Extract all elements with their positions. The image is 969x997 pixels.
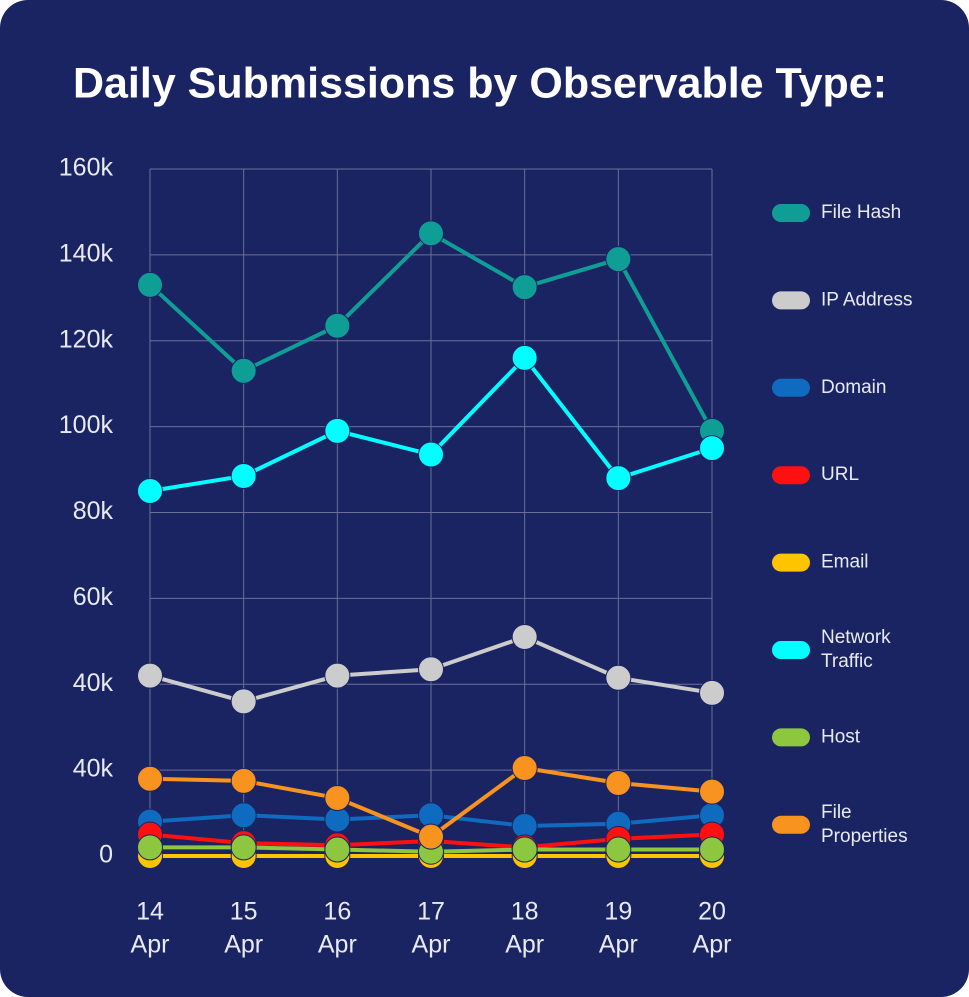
point xyxy=(418,656,444,683)
legend-swatch xyxy=(772,378,810,397)
point xyxy=(137,662,163,689)
y-tick-label: 80k xyxy=(73,497,114,525)
point xyxy=(324,312,351,339)
legend-swatch xyxy=(772,204,810,222)
x-tick-label: 14 Apr xyxy=(131,897,170,958)
x-tick-label: 15 Apr xyxy=(224,897,263,958)
point xyxy=(418,823,444,850)
legend-label: Email xyxy=(821,552,869,573)
legend-label: File Properties xyxy=(821,802,908,847)
point xyxy=(230,688,257,715)
point xyxy=(605,664,632,691)
y-tick-label: 40k xyxy=(73,669,114,697)
point xyxy=(605,465,632,492)
legend-swatch xyxy=(772,815,810,834)
point xyxy=(699,679,725,706)
point xyxy=(699,778,725,805)
point xyxy=(230,802,257,829)
legend-swatch xyxy=(772,641,810,659)
point xyxy=(418,441,444,468)
point xyxy=(137,271,163,298)
legend-label: URL xyxy=(821,464,859,485)
point xyxy=(511,274,538,301)
legend-label: Network Traffic xyxy=(821,627,891,672)
legend-label: Host xyxy=(821,726,861,747)
point xyxy=(137,834,163,861)
point xyxy=(418,220,444,247)
point xyxy=(137,478,163,505)
point xyxy=(324,417,351,444)
point xyxy=(511,624,538,651)
point xyxy=(230,767,257,794)
y-tick-label: 60k xyxy=(73,583,114,611)
point xyxy=(605,836,632,863)
y-tick-label: 100k xyxy=(59,411,114,439)
point xyxy=(699,836,725,863)
point xyxy=(137,765,163,792)
y-tick-label: 0 xyxy=(99,841,113,869)
legend-label: File Hash xyxy=(821,202,901,223)
legend-swatch xyxy=(772,291,810,310)
point xyxy=(230,834,257,861)
legend-swatch xyxy=(772,466,810,485)
x-tick-label: 18 Apr xyxy=(505,897,544,958)
y-tick-label: 160k xyxy=(59,154,114,182)
y-tick-label: 40k xyxy=(73,755,114,783)
legend-swatch xyxy=(772,553,810,572)
x-tick-label: 17 Apr xyxy=(412,897,451,958)
point xyxy=(699,435,725,462)
point xyxy=(511,836,538,863)
point xyxy=(230,463,257,490)
point xyxy=(511,344,538,371)
chart-title: Daily Submissions by Observable Type: xyxy=(73,59,887,107)
point xyxy=(324,785,351,812)
legend-label: Domain xyxy=(821,377,886,398)
legend-swatch xyxy=(772,728,810,747)
point xyxy=(511,754,538,781)
point xyxy=(324,836,351,863)
point xyxy=(605,770,632,797)
legend-label: IP Address xyxy=(821,289,913,310)
y-tick-label: 140k xyxy=(59,239,114,267)
point xyxy=(230,357,257,384)
point xyxy=(324,662,351,689)
x-tick-label: 16 Apr xyxy=(318,897,357,958)
x-tick-label: 19 Apr xyxy=(599,897,638,958)
y-tick-label: 120k xyxy=(59,325,114,353)
point xyxy=(605,246,632,273)
x-tick-label: 20 Apr xyxy=(693,897,732,958)
